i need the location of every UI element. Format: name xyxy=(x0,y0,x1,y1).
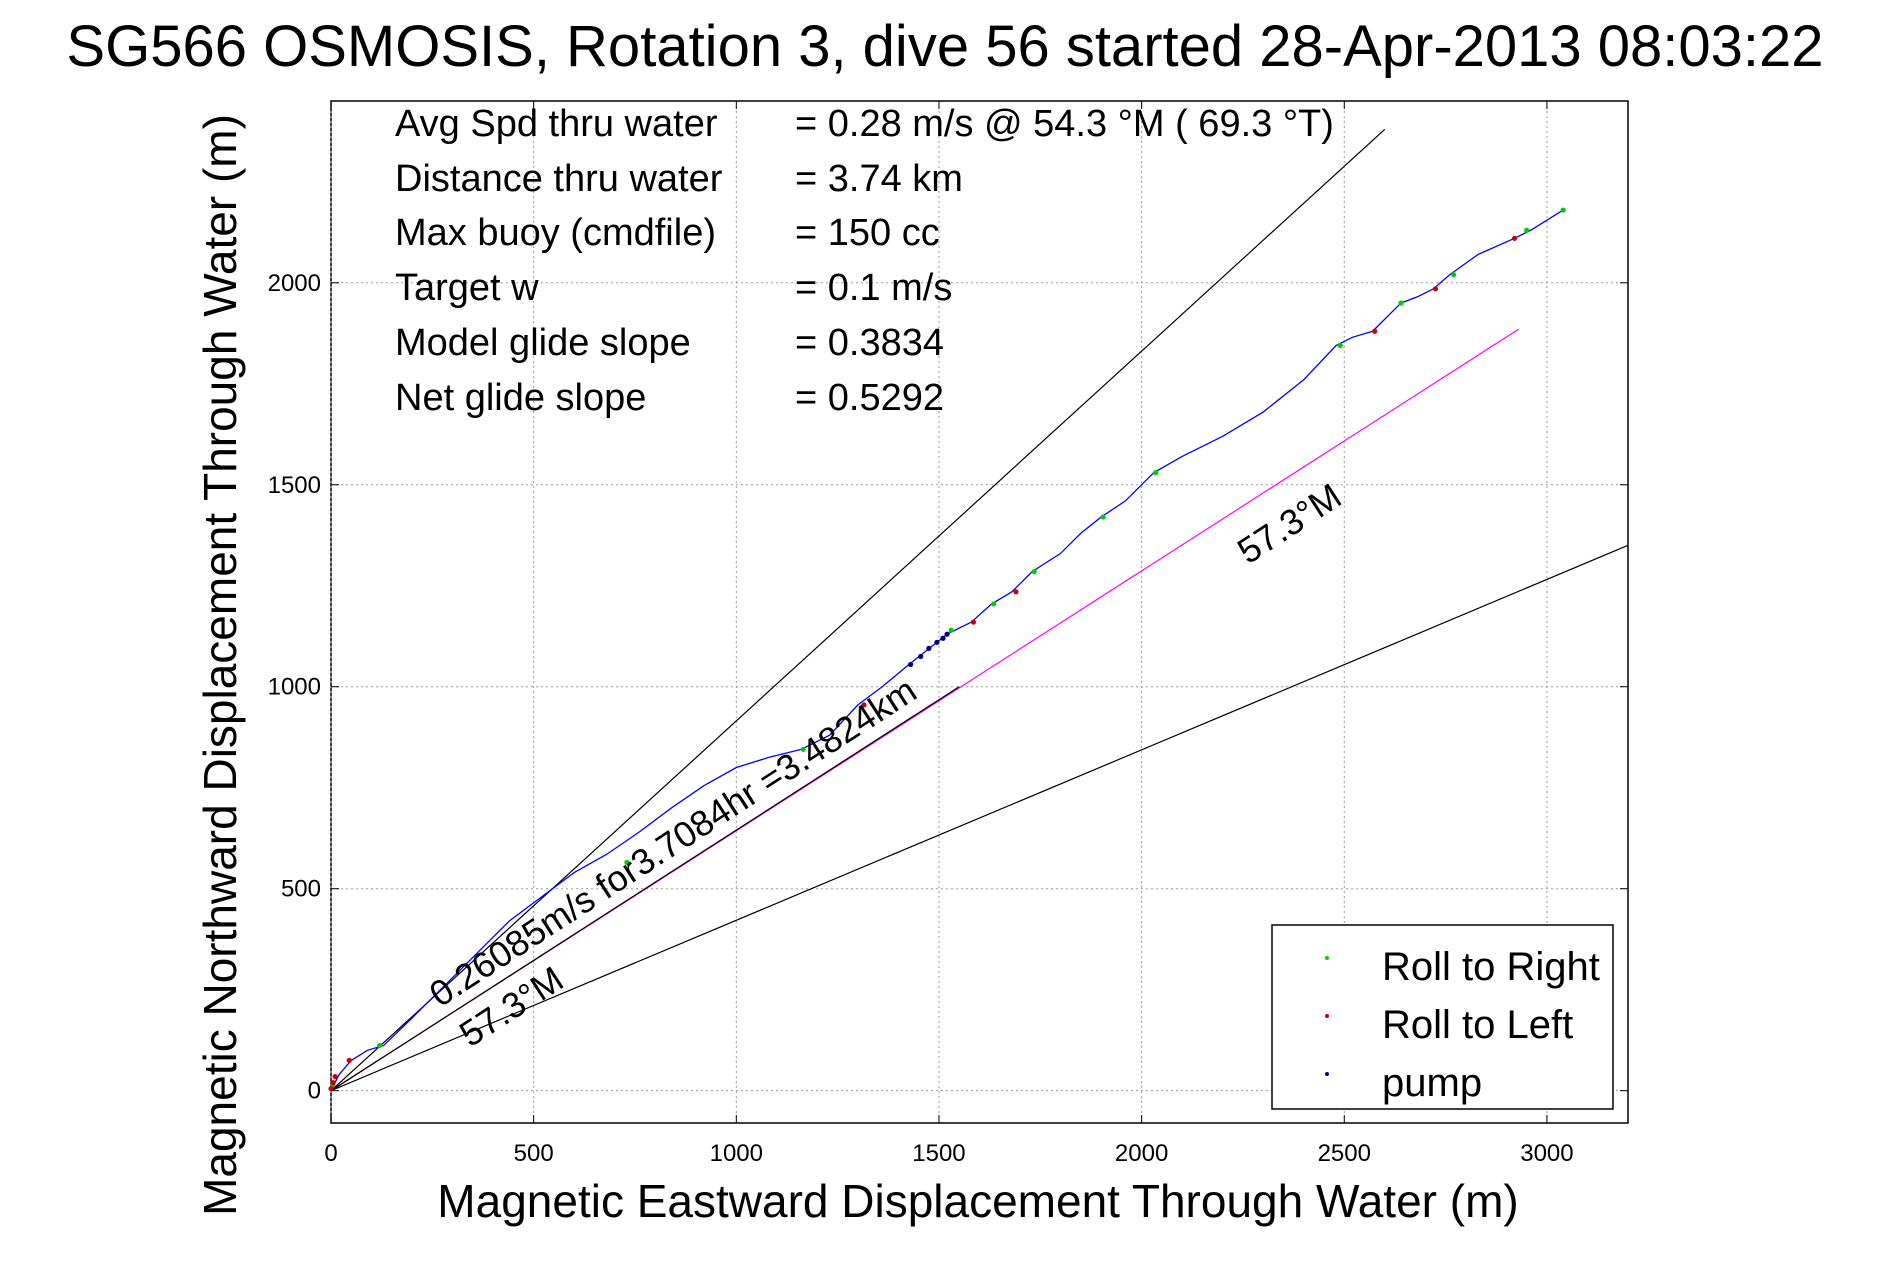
info-label-max-buoy: Max buoy (cmdfile) xyxy=(395,212,716,254)
chart-title: SG566 OSMOSIS, Rotation 3, dive 56 start… xyxy=(66,14,1823,79)
point-roll-to-right xyxy=(1560,207,1566,213)
point-roll-to-right xyxy=(1524,227,1530,233)
info-block: Avg Spd thru water = 0.28 m/s @ 54.3 °M … xyxy=(395,103,1334,419)
y-tick-label: 1000 xyxy=(268,674,321,701)
info-label-avg-spd: Avg Spd thru water xyxy=(395,103,718,145)
point-pump xyxy=(934,639,940,645)
point-roll-to-left xyxy=(1372,328,1378,334)
point-roll-to-left xyxy=(1511,235,1518,241)
point-roll-to-left xyxy=(970,619,977,625)
point-roll-to-right xyxy=(377,1042,383,1049)
y-axis-label: Magnetic Northward Displacement Through … xyxy=(194,114,246,1216)
y-tick-label: 1500 xyxy=(268,472,321,499)
tick-layer: 0 500 1000 1500 2000 2500 3000 0 500 1000 1500 2000 xyxy=(268,101,1628,1167)
point-roll-to-right xyxy=(1398,300,1404,306)
point-roll-to-right xyxy=(948,627,954,633)
x-tick-label: 3000 xyxy=(1520,1140,1573,1167)
point-pump xyxy=(926,645,932,651)
legend-marker-pump xyxy=(1325,1072,1329,1076)
y-tick-label: 500 xyxy=(281,876,321,903)
point-roll-to-left xyxy=(346,1057,352,1063)
marker-layer xyxy=(328,207,1566,1092)
info-value-avg-spd: = 0.28 m/s @ 54.3 °M ( 69.3 °T) xyxy=(795,103,1334,145)
info-label-model-glide: Model glide slope xyxy=(395,322,691,364)
legend-marker-roll-right xyxy=(1325,956,1329,960)
point-pump xyxy=(944,631,950,637)
glider-track-line xyxy=(330,209,1564,1091)
point-roll-to-right xyxy=(1031,569,1037,575)
point-roll-to-left xyxy=(1013,589,1019,595)
point-roll-to-right xyxy=(624,859,630,866)
info-label-target-w: Target w xyxy=(395,267,539,309)
point-roll-to-left xyxy=(332,1073,338,1080)
point-roll-to-right xyxy=(1100,514,1106,520)
y-tick-label: 2000 xyxy=(268,270,321,297)
reference-line-net-heading-shadow xyxy=(330,686,960,1092)
legend: Roll to Right Roll to Left pump xyxy=(1271,924,1614,1110)
x-tick-label: 1500 xyxy=(912,1140,965,1167)
reference-line-upper-bound xyxy=(330,128,1386,1092)
net-speed-annotation: 0.26085m/s for3.7084hr =3.4824km xyxy=(422,669,924,1015)
legend-label-roll-right: Roll to Right xyxy=(1382,945,1600,989)
y-tick-label: 0 xyxy=(308,1078,321,1105)
heading-annotation-upper: 57.3°M xyxy=(1230,475,1348,572)
point-pump xyxy=(907,661,914,668)
point-roll-to-right xyxy=(1153,470,1159,476)
point-roll-to-right xyxy=(1337,342,1343,348)
x-tick-label: 2000 xyxy=(1115,1140,1168,1167)
point-roll-to-left xyxy=(861,702,867,708)
info-value-target-w: = 0.1 m/s xyxy=(795,267,952,309)
x-tick-label: 1000 xyxy=(710,1140,763,1167)
point-roll-to-right xyxy=(991,601,997,607)
point-pump xyxy=(940,635,946,641)
reference-lines xyxy=(330,128,1629,1092)
info-value-distance: = 3.74 km xyxy=(795,158,963,200)
point-roll-to-left xyxy=(330,1080,336,1086)
info-value-net-glide: = 0.5292 xyxy=(795,377,944,419)
legend-label-roll-left: Roll to Left xyxy=(1382,1003,1573,1047)
point-roll-to-right xyxy=(1451,272,1457,278)
legend-box xyxy=(1271,924,1614,1110)
point-roll-to-left xyxy=(1432,286,1439,292)
track-layer xyxy=(330,209,1564,1091)
x-tick-label: 500 xyxy=(514,1140,554,1167)
info-value-max-buoy: = 150 cc xyxy=(795,212,940,254)
info-label-net-glide: Net glide slope xyxy=(395,377,646,419)
info-value-model-glide: = 0.3834 xyxy=(795,322,944,364)
legend-marker-roll-left xyxy=(1325,1014,1329,1018)
x-tick-label: 2500 xyxy=(1318,1140,1371,1167)
legend-label-pump: pump xyxy=(1382,1061,1482,1105)
point-roll-to-left xyxy=(328,1086,334,1092)
reference-line-lower-bound xyxy=(330,544,1629,1092)
x-tick-label: 0 xyxy=(324,1140,337,1167)
x-axis-label: Magnetic Eastward Displacement Through W… xyxy=(437,1175,1518,1227)
point-roll-to-right xyxy=(800,746,806,752)
info-label-distance: Distance thru water xyxy=(395,158,723,200)
point-pump xyxy=(918,653,924,660)
